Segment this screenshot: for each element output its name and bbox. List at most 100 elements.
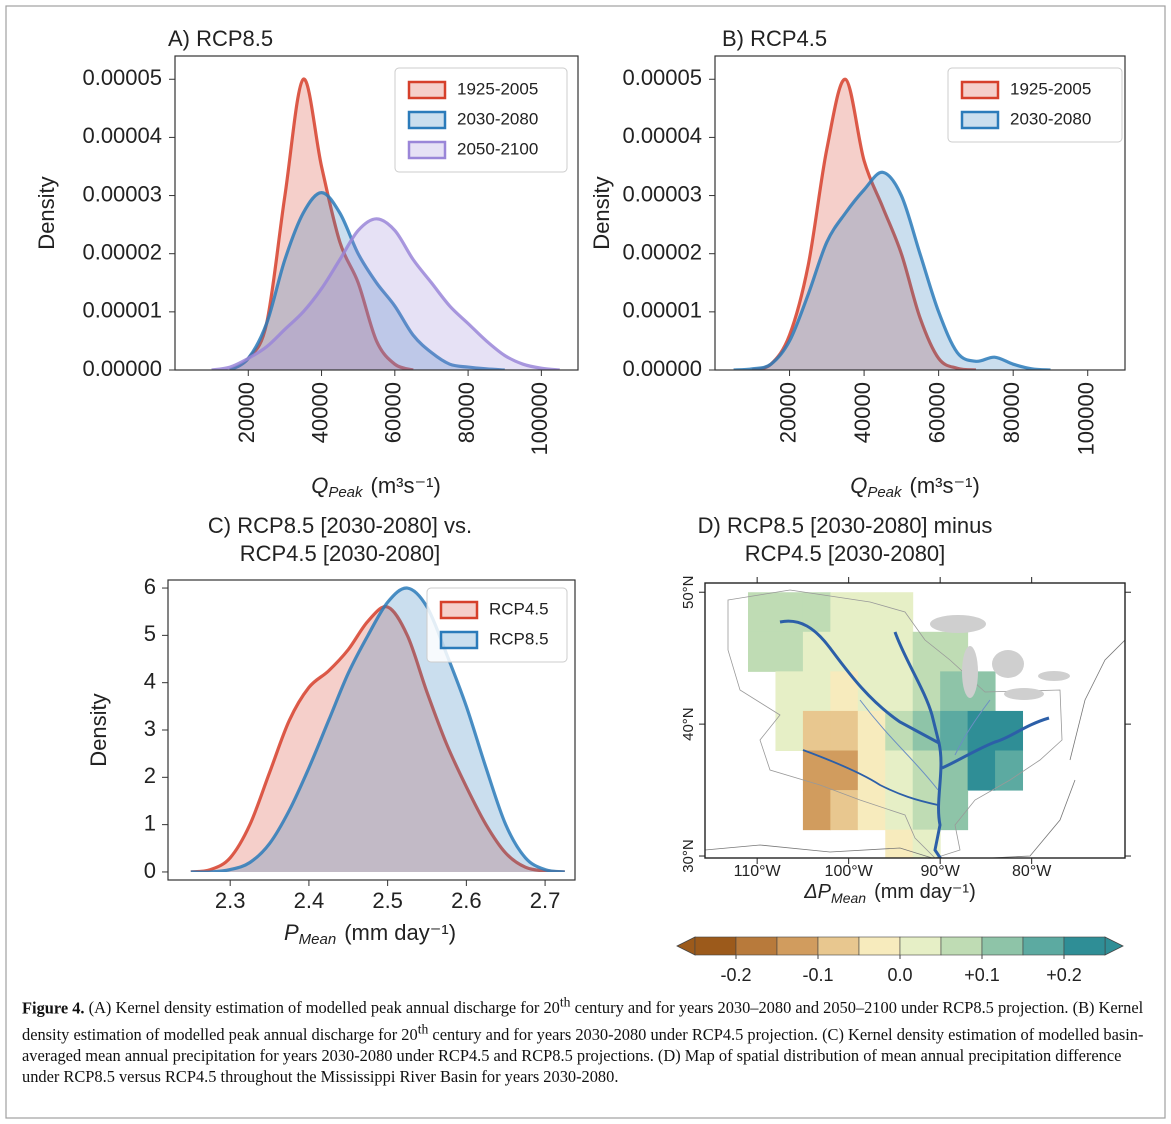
plot-area bbox=[190, 586, 565, 872]
x-tick-label: 80000 bbox=[999, 382, 1024, 443]
legend-label: 1925-2005 bbox=[1010, 79, 1091, 98]
colorbar-tick-label: -0.1 bbox=[802, 965, 833, 985]
density-line bbox=[190, 605, 565, 872]
map-cell bbox=[802, 631, 831, 672]
density-line bbox=[190, 586, 565, 872]
axis-symbol: Q bbox=[850, 473, 867, 498]
caption: Figure 4. (A) Kernel density estimation … bbox=[22, 992, 1150, 1087]
chart-title: D) RCP8.5 [2030-2080] minus bbox=[698, 513, 993, 538]
x-tick-label: 2.4 bbox=[294, 888, 325, 913]
map-cell bbox=[885, 750, 914, 791]
density-line bbox=[229, 191, 505, 370]
y-tick-label: 6 bbox=[144, 574, 156, 599]
map-cell bbox=[912, 631, 941, 672]
map-cell bbox=[802, 671, 831, 712]
map-cell bbox=[995, 750, 1024, 791]
y-tick-label: 0.00002 bbox=[82, 240, 162, 265]
map-cell bbox=[940, 710, 969, 752]
x-tick-label: 60000 bbox=[381, 382, 406, 443]
y-tick-label: 1 bbox=[144, 810, 156, 835]
y-tick-label: 0.00005 bbox=[82, 65, 162, 90]
y-tick-label: 0.00002 bbox=[622, 240, 702, 265]
chart-title: RCP4.5 [2030-2080] bbox=[745, 541, 946, 566]
axis-symbol: P bbox=[284, 920, 299, 945]
y-tick-label: 0.00003 bbox=[622, 181, 702, 206]
colorbar-bin bbox=[899, 936, 942, 956]
y-axis-label: Density bbox=[589, 176, 614, 249]
chart-title: C) RCP8.5 [2030-2080] vs. bbox=[208, 513, 472, 538]
y-tick-label: 0.00000 bbox=[82, 356, 162, 381]
y-tick-label: 2 bbox=[144, 763, 156, 788]
y-tick-label: 5 bbox=[144, 621, 156, 646]
caption-superscript: th bbox=[417, 1021, 429, 1037]
map-cell bbox=[775, 710, 804, 752]
axis-units: (mm day⁻¹) bbox=[874, 881, 976, 903]
legend-label: 1925-2005 bbox=[457, 79, 538, 98]
x-tick-label: 20000 bbox=[234, 382, 259, 443]
x-tick-label: 90°W bbox=[921, 863, 961, 880]
caption-superscript: th bbox=[559, 995, 571, 1010]
density-line bbox=[751, 77, 977, 370]
density-fill bbox=[190, 606, 565, 872]
x-tick-label: 60000 bbox=[924, 382, 949, 443]
colorbar-bin bbox=[694, 936, 737, 956]
map-cell bbox=[885, 671, 914, 712]
map-overlay bbox=[705, 589, 1125, 858]
y-tick-label: 0.00000 bbox=[622, 356, 702, 381]
y-tick-label: 0.00004 bbox=[82, 123, 162, 148]
colorbar-extend bbox=[676, 936, 696, 956]
legend-label: RCP8.5 bbox=[489, 629, 549, 648]
map-cell bbox=[857, 710, 886, 752]
map-cell bbox=[802, 750, 831, 791]
x-tick-label: 40000 bbox=[850, 382, 875, 443]
map-cell bbox=[885, 710, 914, 752]
y-tick-label: 0.00005 bbox=[622, 65, 702, 90]
map-cell bbox=[885, 829, 914, 858]
chart-title: B) RCP4.5 bbox=[722, 26, 827, 51]
map-cell bbox=[912, 790, 941, 831]
colorbar-extend bbox=[1104, 936, 1124, 956]
density-fill bbox=[229, 192, 505, 370]
y-tick-label: 3 bbox=[144, 716, 156, 741]
legend-swatch bbox=[407, 110, 447, 130]
y-tick-label: 0.00003 bbox=[82, 181, 162, 206]
x-tick-label: 100°W bbox=[825, 863, 874, 880]
colorbar-bin bbox=[940, 936, 983, 956]
axis-units: (m³s⁻¹) bbox=[371, 473, 441, 498]
x-tick-label: 100000 bbox=[1074, 382, 1099, 455]
y-axis-label: Density bbox=[34, 176, 59, 249]
map-cell bbox=[775, 592, 804, 633]
colorbar-tick-label: 0.0 bbox=[887, 965, 912, 985]
caption-run: century and for years 2030-2080 under RC… bbox=[22, 1024, 1144, 1086]
legend-swatch bbox=[407, 80, 447, 100]
x-tick-label: 2.3 bbox=[215, 888, 246, 913]
legend-swatch bbox=[439, 630, 479, 650]
colorbar-bin bbox=[1022, 936, 1065, 956]
x-tick-label: 2.5 bbox=[372, 888, 403, 913]
density-fill bbox=[733, 172, 1051, 370]
figure-border bbox=[5, 5, 1166, 1119]
map-cell bbox=[802, 790, 831, 831]
y-tick-label: 30°N bbox=[680, 839, 697, 873]
axis-subscript: Peak bbox=[867, 484, 903, 501]
axis-symbol: ΔP bbox=[803, 881, 831, 903]
legend-label: 2050-2100 bbox=[457, 139, 538, 158]
axis-subscript: Mean bbox=[299, 931, 337, 948]
map-cell bbox=[830, 710, 859, 752]
map-cell bbox=[830, 790, 859, 831]
colorbar-bin bbox=[981, 936, 1024, 956]
y-tick-label: 0.00001 bbox=[622, 298, 702, 323]
legend-swatch bbox=[960, 110, 1000, 130]
map-cell bbox=[748, 631, 776, 672]
legend-label: 2030-2080 bbox=[457, 109, 538, 128]
y-tick-label: 50°N bbox=[680, 575, 697, 609]
caption-label: Figure 4. bbox=[22, 998, 85, 1018]
x-tick-label: 40000 bbox=[307, 382, 332, 443]
legend-label: RCP4.5 bbox=[489, 599, 549, 618]
axis-units: (mm day⁻¹) bbox=[344, 920, 456, 945]
map-cell bbox=[830, 592, 859, 633]
axis-subscript: Mean bbox=[831, 890, 866, 906]
map-cell bbox=[857, 790, 886, 831]
colorbar-tick-label: +0.2 bbox=[1046, 965, 1082, 985]
x-tick-label: 110°W bbox=[734, 863, 782, 880]
